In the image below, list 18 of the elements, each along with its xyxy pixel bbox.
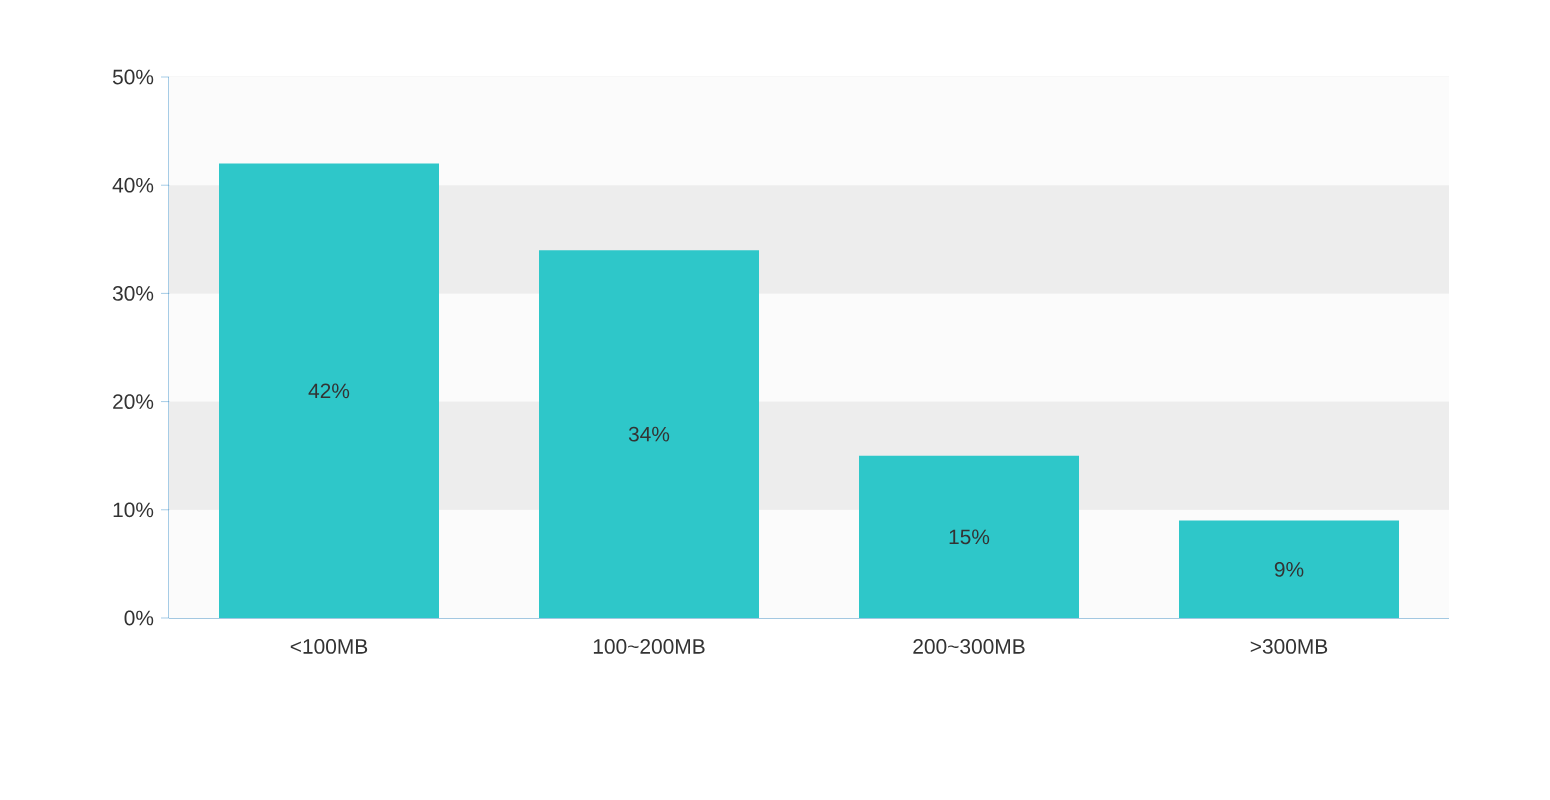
y-tick-label: 20% — [113, 394, 154, 410]
y-tick-label: 40% — [112, 177, 154, 193]
bar — [859, 455, 1080, 618]
bar — [1179, 520, 1400, 618]
y-tick-label: 30% — [112, 286, 154, 301]
bar — [539, 250, 760, 618]
data-label: 9% — [1274, 561, 1304, 577]
x-tick-label: 100~200MB — [593, 639, 705, 654]
x-tick-label: >300MB — [1250, 639, 1328, 654]
data-label: 34% — [628, 426, 670, 442]
y-tick-label: 50% — [112, 69, 154, 85]
x-tick-label: 200~300MB — [913, 639, 1025, 654]
y-tick-label: 0% — [124, 610, 154, 626]
y-tick-label: 10% — [113, 502, 154, 518]
data-label: 42% — [308, 383, 350, 399]
bar — [219, 163, 439, 618]
data-label: 15% — [949, 529, 990, 545]
x-tick-label: <100MB — [290, 639, 368, 654]
